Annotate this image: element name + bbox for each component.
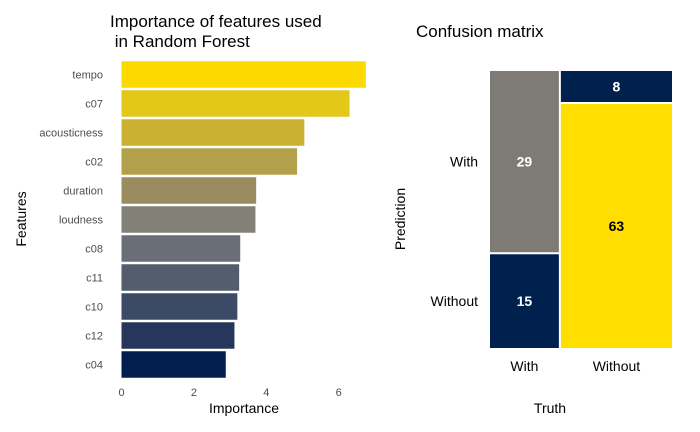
feature-label-c04: c04: [85, 360, 103, 372]
bar-c11: [121, 264, 240, 291]
cell-truth-without-pred-without: [560, 103, 672, 348]
importance-chart-title-line2: in Random Forest: [110, 32, 250, 51]
truth-x-axis-title: Truth: [534, 400, 566, 416]
confusion-matrix-cells: [490, 71, 672, 348]
feature-label-c11: c11: [86, 273, 103, 285]
feature-label-c07: c07: [85, 99, 103, 111]
bar-c04: [121, 351, 226, 378]
bar-c08: [121, 235, 241, 262]
feature-label-loudness: loudness: [59, 215, 104, 227]
bar-c02: [121, 148, 298, 175]
bar-loudness: [121, 206, 256, 233]
cell-label-without-with: 8: [613, 78, 621, 94]
importance-tick-6: 6: [336, 387, 342, 399]
bar-tempo: [121, 61, 366, 88]
importance-tick-labels: 0 2 4 6: [118, 387, 341, 399]
importance-chart-title-line1: Importance of features used: [110, 12, 322, 31]
feature-label-c02: c02: [85, 157, 103, 169]
bar-duration: [121, 177, 257, 204]
cell-label-with-with: 29: [517, 154, 533, 170]
importance-tick-0: 0: [118, 387, 124, 399]
feature-tick-labels: tempo c07 acousticness c02 duration loudness c…: [39, 70, 103, 372]
importance-bars: [121, 61, 366, 378]
bar-c12: [121, 322, 235, 349]
confusion-matrix-tick-labels: With Without With Without: [431, 154, 641, 374]
truth-tick-without: Without: [593, 358, 641, 374]
confusion-matrix-title: Confusion matrix: [416, 22, 544, 41]
prediction-tick-without: Without: [431, 293, 479, 309]
bar-acousticness: [121, 119, 305, 146]
importance-tick-4: 4: [263, 387, 269, 399]
feature-label-tempo: tempo: [72, 70, 103, 82]
bar-c07: [121, 90, 350, 117]
importance-x-axis-title: Importance: [209, 400, 279, 416]
bar-c10: [121, 293, 238, 320]
confusion-matrix-cell-labels: 29 15 8 63: [517, 78, 625, 309]
features-y-axis-title: Features: [13, 191, 29, 246]
cell-truth-with-pred-with: [490, 71, 559, 253]
prediction-y-axis-title: Prediction: [392, 188, 408, 250]
importance-chart: Importance of features used in Random Fo…: [13, 12, 366, 416]
feature-label-c08: c08: [85, 244, 103, 256]
importance-tick-2: 2: [191, 387, 197, 399]
feature-label-c10: c10: [85, 302, 103, 314]
feature-label-acousticness: acousticness: [39, 128, 103, 140]
feature-label-c12: c12: [85, 331, 103, 343]
prediction-tick-with: With: [450, 154, 478, 170]
cell-truth-without-pred-with: [560, 71, 672, 102]
cell-label-without-without: 63: [609, 218, 625, 234]
cell-truth-with-pred-without: [490, 254, 559, 348]
feature-label-duration: duration: [63, 186, 103, 198]
cell-label-with-without: 15: [517, 293, 533, 309]
truth-tick-with: With: [510, 358, 538, 374]
